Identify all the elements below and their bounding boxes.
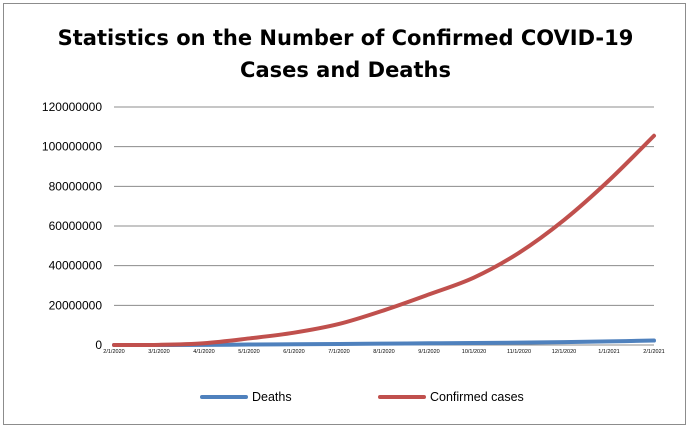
y-tick-label-2: 40000000: [49, 259, 103, 273]
x-tick-label-5: 7/1/2020: [328, 349, 349, 355]
legend-item-deaths: Deaths: [200, 387, 292, 407]
chart-legend: Deaths Confirmed cases: [0, 387, 691, 407]
x-tick-label-6: 8/1/2020: [373, 349, 394, 355]
series-line-confirmed-cases: [112, 133, 656, 348]
chart-title-line-1: Statistics on the Number of Confirmed CO…: [57, 26, 634, 50]
legend-label-deaths: Deaths: [252, 390, 292, 404]
y-tick-label-0: 0: [95, 338, 102, 352]
y-tick-label-6: 120000000: [42, 100, 102, 114]
chart-title: Statistics on the Number of Confirmed CO…: [0, 22, 691, 86]
x-tick-label-8: 10/1/2020: [462, 349, 486, 355]
x-tick-label-1: 3/1/2020: [148, 349, 169, 355]
x-tick-label-11: 1/1/2021: [598, 349, 619, 355]
x-tick-label-10: 12/1/2020: [552, 349, 576, 355]
y-tick-label-3: 60000000: [49, 219, 103, 233]
y-tick-label-1: 20000000: [49, 298, 103, 312]
x-tick-label-2: 4/1/2020: [193, 349, 214, 355]
y-tick-label-4: 80000000: [49, 179, 103, 193]
chart-title-line-2: Cases and Deaths: [240, 58, 451, 82]
x-tick-label-9: 11/1/2020: [507, 349, 531, 355]
legend-item-confirmed-cases: Confirmed cases: [378, 387, 524, 407]
legend-swatch-confirmed-cases: [378, 395, 426, 399]
x-tick-label-0: 2/1/2020: [103, 349, 124, 355]
x-tick-label-4: 6/1/2020: [283, 349, 304, 355]
legend-label-confirmed-cases: Confirmed cases: [430, 390, 524, 404]
x-tick-label-12: 2/1/2021: [643, 349, 664, 355]
y-tick-label-5: 100000000: [42, 140, 102, 154]
x-tick-label-3: 5/1/2020: [238, 349, 259, 355]
legend-swatch-deaths: [200, 395, 248, 399]
x-tick-label-7: 9/1/2020: [418, 349, 439, 355]
